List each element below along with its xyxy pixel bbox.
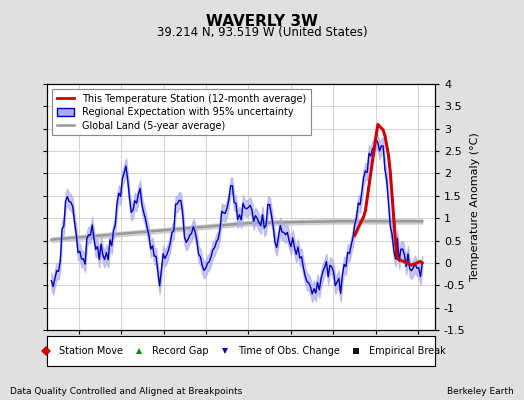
Y-axis label: Temperature Anomaly (°C): Temperature Anomaly (°C) [470, 133, 480, 281]
Legend: Station Move, Record Gap, Time of Obs. Change, Empirical Break: Station Move, Record Gap, Time of Obs. C… [34, 343, 449, 359]
Text: Berkeley Earth: Berkeley Earth [447, 387, 514, 396]
Text: 39.214 N, 93.519 W (United States): 39.214 N, 93.519 W (United States) [157, 26, 367, 39]
Text: Data Quality Controlled and Aligned at Breakpoints: Data Quality Controlled and Aligned at B… [10, 387, 243, 396]
Text: WAVERLY 3W: WAVERLY 3W [206, 14, 318, 29]
Legend: This Temperature Station (12-month average), Regional Expectation with 95% uncer: This Temperature Station (12-month avera… [52, 89, 311, 135]
